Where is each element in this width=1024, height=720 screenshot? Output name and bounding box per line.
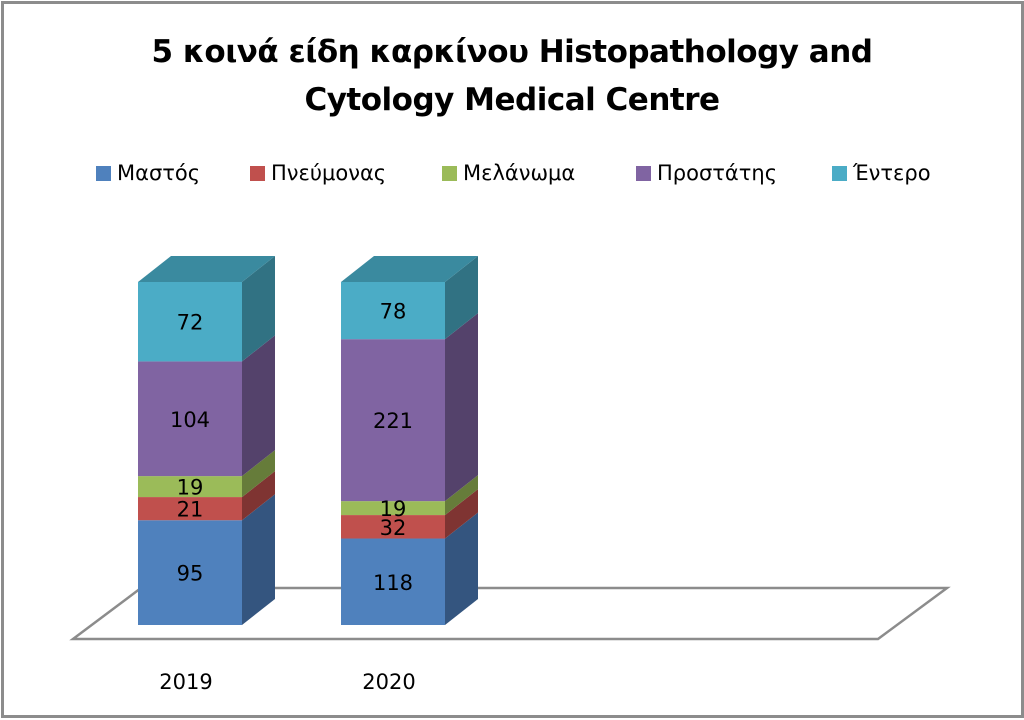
bar-side-2020-3 [445, 313, 478, 501]
data-label: 95 [177, 562, 204, 586]
x-axis-label: 2019 [159, 670, 212, 694]
data-label: 72 [177, 311, 204, 335]
data-label: 118 [373, 571, 413, 595]
data-label: 19 [380, 497, 407, 521]
data-label: 78 [380, 300, 407, 324]
data-label: 104 [170, 408, 210, 432]
x-axis-label: 2020 [362, 670, 415, 694]
data-label: 19 [177, 476, 204, 500]
data-label: 221 [373, 409, 413, 433]
data-label: 21 [177, 498, 204, 522]
chart-plot: 95211910472118321922178 20192020 [0, 0, 1024, 720]
